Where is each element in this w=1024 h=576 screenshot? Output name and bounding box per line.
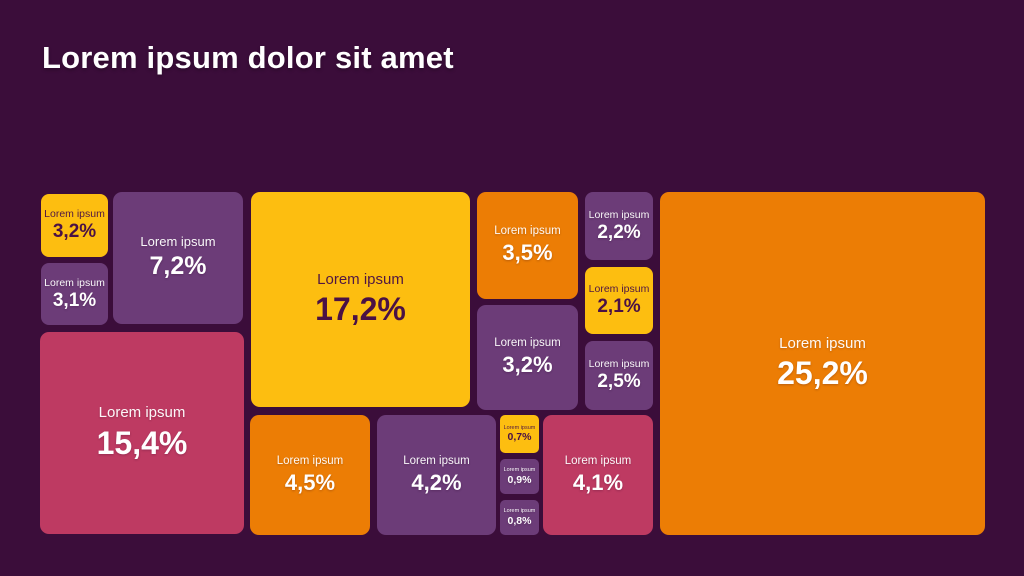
treemap-tile: Lorem ipsum 2,1%: [585, 267, 653, 334]
tile-label: Lorem ipsum: [503, 467, 536, 474]
tile-label: Lorem ipsum: [98, 404, 186, 422]
treemap-tile: Lorem ipsum 4,1%: [543, 415, 653, 535]
tile-label: Lorem ipsum: [403, 454, 470, 467]
tile-label: Lorem ipsum: [779, 334, 866, 352]
tile-label: Lorem ipsum: [494, 225, 561, 238]
tile-value: 3,2%: [52, 221, 97, 243]
tile-value: 2,5%: [597, 371, 641, 393]
tile-label: Lorem ipsum: [44, 276, 105, 289]
tile-value: 2,1%: [597, 296, 641, 318]
treemap-tile: Lorem ipsum 0,8%: [500, 500, 539, 535]
treemap-tile: Lorem ipsum 17,2%: [251, 192, 470, 407]
treemap-tile: Lorem ipsum 4,2%: [377, 415, 496, 535]
tile-value: 17,2%: [315, 291, 406, 328]
tile-label: Lorem ipsum: [588, 358, 650, 371]
tile-label: Lorem ipsum: [503, 424, 536, 431]
slide-title: Lorem ipsum dolor sit amet: [42, 40, 454, 75]
tile-label: Lorem ipsum: [317, 270, 404, 288]
tile-value: 4,5%: [284, 469, 336, 495]
treemap-tile: Lorem ipsum 0,9%: [500, 459, 539, 494]
treemap-tile: Lorem ipsum 3,2%: [41, 194, 108, 257]
tile-label: Lorem ipsum: [588, 283, 650, 296]
tile-value: 25,2%: [777, 355, 868, 392]
tile-value: 3,2%: [502, 352, 553, 378]
treemap-tile: Lorem ipsum 2,2%: [585, 192, 653, 260]
treemap-tile: Lorem ipsum 3,5%: [477, 192, 578, 299]
treemap-tile: Lorem ipsum 3,2%: [477, 305, 578, 410]
treemap-tile: Lorem ipsum 4,5%: [250, 415, 370, 535]
tile-value: 15,4%: [96, 424, 188, 461]
tile-label: Lorem ipsum: [276, 454, 344, 467]
treemap-tile: Lorem ipsum 15,4%: [40, 332, 244, 534]
tile-value: 3,1%: [52, 289, 97, 311]
tile-value: 0,9%: [507, 473, 532, 486]
tile-value: 3,5%: [502, 240, 553, 266]
treemap-tile: Lorem ipsum 2,5%: [585, 341, 653, 410]
tile-label: Lorem ipsum: [140, 234, 216, 250]
tile-value: 7,2%: [149, 252, 207, 281]
tile-value: 0,7%: [507, 431, 532, 444]
treemap-tile: Lorem ipsum 0,7%: [500, 415, 539, 453]
tile-label: Lorem ipsum: [494, 337, 561, 350]
tile-label: Lorem ipsum: [503, 508, 536, 515]
tile-label: Lorem ipsum: [44, 208, 105, 221]
tile-label: Lorem ipsum: [564, 454, 632, 467]
tile-value: 4,2%: [411, 469, 462, 495]
treemap-tile: Lorem ipsum 25,2%: [660, 192, 985, 535]
tile-value: 2,2%: [597, 221, 641, 243]
treemap-tile: Lorem ipsum 7,2%: [113, 192, 243, 324]
tile-value: 0,8%: [507, 514, 532, 527]
tile-value: 4,1%: [572, 469, 624, 495]
tile-label: Lorem ipsum: [588, 208, 650, 221]
treemap-tile: Lorem ipsum 3,1%: [41, 263, 108, 325]
